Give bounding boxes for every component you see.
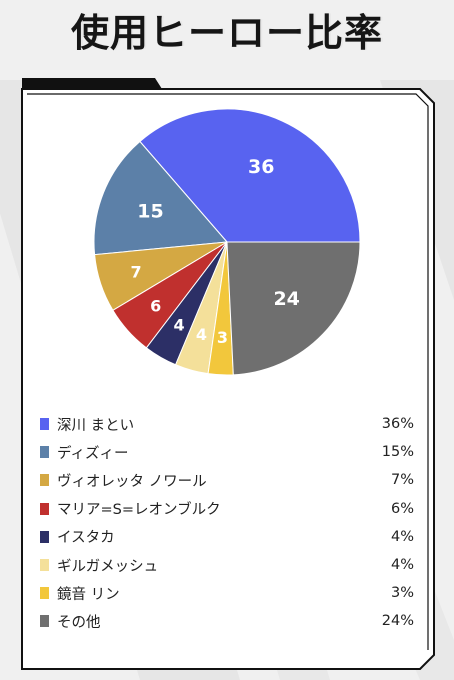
legend: 深川 まとい 36% ディズィー 15% ヴィオレッタ ノワール 7% マリア=S=レオンブ… <box>40 410 414 636</box>
pie-slice <box>93 140 229 256</box>
legend-label: ギルガメッシュ <box>57 558 159 575</box>
slice-data-label: 24 <box>273 288 299 310</box>
legend-label: その他 <box>57 614 101 631</box>
page-title: 使用ヒーロー比率 <box>70 11 383 55</box>
slice-data-label: 15 <box>137 200 163 222</box>
slice-data-label: 6 <box>150 296 161 315</box>
legend-percent: 36% <box>381 416 414 433</box>
legend-swatch <box>40 559 49 572</box>
legend-percent: 15% <box>381 444 414 461</box>
legend-swatch <box>40 446 49 459</box>
legend-percent: 6% <box>390 500 414 517</box>
legend-label: イスタカ <box>57 530 115 547</box>
legend-item: 鏡音 リン 3% <box>40 579 414 607</box>
legend-swatch <box>40 502 49 515</box>
legend-label: ヴィオレッタ ノワール <box>57 473 207 490</box>
legend-item: その他 24% <box>40 607 414 635</box>
legend-label: 深川 まとい <box>57 417 135 434</box>
legend-item: 深川 まとい 36% <box>40 410 414 438</box>
slice-data-label: 3 <box>217 328 228 347</box>
legend-item: ギルガメッシュ 4% <box>40 551 414 579</box>
slice-data-label: 4 <box>174 315 185 334</box>
legend-percent: 24% <box>381 613 414 630</box>
legend-percent: 4% <box>390 557 414 574</box>
slice-data-label: 7 <box>130 262 141 281</box>
legend-percent: 4% <box>390 528 414 545</box>
legend-label: ディズィー <box>57 445 129 462</box>
pie-slice <box>226 241 361 376</box>
legend-percent: 7% <box>390 472 414 489</box>
legend-swatch <box>40 587 49 600</box>
legend-swatch <box>40 418 49 431</box>
pie-slice <box>139 108 361 243</box>
legend-swatch <box>40 474 49 487</box>
legend-item: イスタカ 4% <box>40 523 414 551</box>
slice-data-label: 36 <box>248 156 274 178</box>
legend-item: マリア=S=レオンブルク 6% <box>40 495 414 523</box>
legend-label: マリア=S=レオンブルク <box>57 502 221 519</box>
slice-data-label: 4 <box>196 325 207 344</box>
legend-swatch <box>40 615 49 628</box>
legend-item: ディズィー 15% <box>40 438 414 466</box>
legend-item: ヴィオレッタ ノワール 7% <box>40 466 414 494</box>
legend-percent: 3% <box>390 585 414 602</box>
legend-swatch <box>40 530 49 543</box>
legend-label: 鏡音 リン <box>57 586 120 603</box>
